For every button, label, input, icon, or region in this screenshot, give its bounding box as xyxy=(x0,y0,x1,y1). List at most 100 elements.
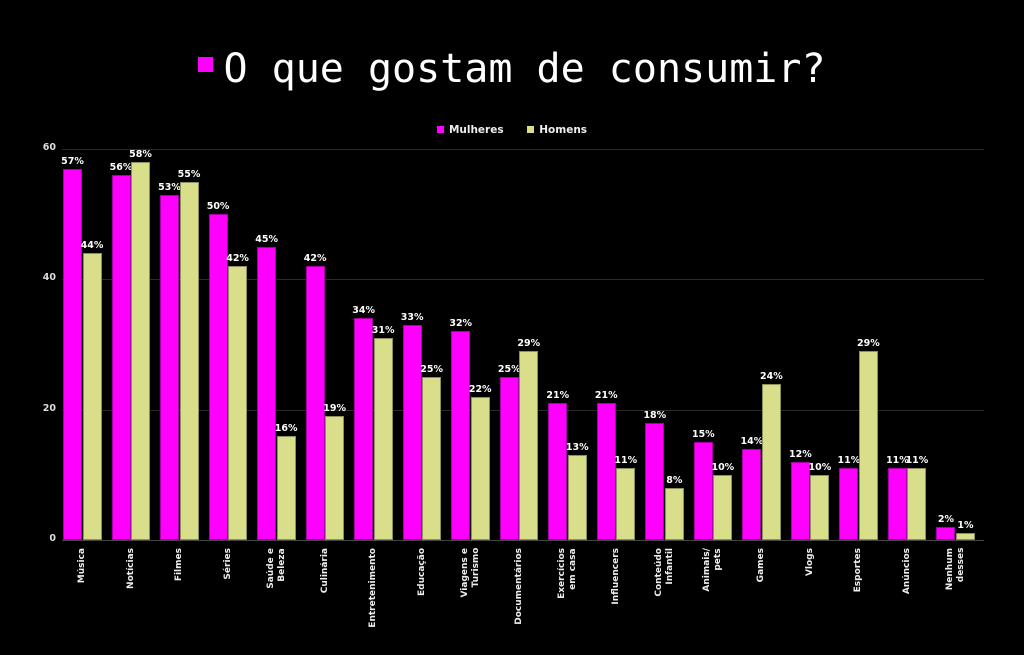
x-tick-label: Saúde e Beleza xyxy=(265,548,287,589)
x-tick-label: Animais/ pets xyxy=(702,548,724,592)
value-label: 25% xyxy=(497,364,521,376)
bar-homens xyxy=(761,383,781,540)
value-label: 13% xyxy=(565,442,589,454)
legend: Mulheres Homens xyxy=(0,124,1024,136)
bar-homens xyxy=(422,377,442,540)
value-label: 31% xyxy=(371,324,395,336)
bar-homens xyxy=(519,351,539,540)
value-label: 21% xyxy=(594,390,618,402)
bar-mulheres xyxy=(208,214,228,540)
x-tick-label: Anúncios xyxy=(901,548,912,595)
y-tick-label: 20 xyxy=(42,402,56,414)
value-label: 55% xyxy=(177,168,201,180)
value-label: 53% xyxy=(158,181,181,193)
title-square-icon xyxy=(198,57,214,72)
value-label: 44% xyxy=(80,240,104,252)
bar-homens xyxy=(955,533,975,540)
bar-mulheres xyxy=(257,246,277,540)
value-label: 15% xyxy=(691,429,715,441)
value-label: 25% xyxy=(420,364,444,376)
value-label: 11% xyxy=(837,455,861,467)
bar-mulheres xyxy=(160,194,180,540)
x-tick-label: Documentários xyxy=(513,548,524,625)
value-label: 32% xyxy=(449,318,473,330)
value-label: 50% xyxy=(206,201,230,213)
value-label: 16% xyxy=(274,422,298,434)
bar-mulheres xyxy=(596,403,616,540)
x-tick-label: Entretenimento xyxy=(368,548,379,628)
y-tick-label: 40 xyxy=(42,272,56,284)
x-tick-label: Nenhum desses xyxy=(944,548,966,591)
gridline xyxy=(62,149,984,150)
value-label: 33% xyxy=(400,311,424,323)
x-tick-label: Conteúdo Infantil xyxy=(653,548,675,597)
bar-mulheres xyxy=(887,468,907,540)
x-tick-label: Exercícios em casa xyxy=(556,548,578,599)
bar-mulheres xyxy=(936,526,956,540)
value-label: 42% xyxy=(303,253,327,265)
x-tick-label: Música xyxy=(77,548,87,584)
bar-mulheres xyxy=(111,175,131,540)
value-label: 56% xyxy=(109,162,133,174)
x-tick-label: Notícias xyxy=(125,548,136,589)
bar-homens xyxy=(131,162,151,540)
bar-homens xyxy=(276,435,296,540)
plot-area: 57% 44% 56% 58% 53% 55% 50% 42% 45% 16% 42% 19% 34% 3… xyxy=(61,149,984,541)
value-label: 19% xyxy=(323,403,346,415)
value-label: 29% xyxy=(517,338,541,350)
gridline xyxy=(62,279,984,281)
bar-mulheres xyxy=(305,266,325,540)
bar-homens xyxy=(470,396,490,540)
value-label: 11% xyxy=(886,455,909,467)
chart-title: O que gostam de consumir? xyxy=(0,46,1024,92)
bar-homens xyxy=(373,337,393,540)
bar-mulheres xyxy=(63,168,82,540)
legend-swatch-icon xyxy=(436,126,444,133)
x-tick-label: Games xyxy=(756,548,767,583)
value-label: 21% xyxy=(546,390,570,402)
value-label: 58% xyxy=(129,149,152,161)
bar-homens xyxy=(179,181,199,540)
bar-mulheres xyxy=(499,377,519,540)
bar-homens xyxy=(858,351,878,540)
legend-label: Homens xyxy=(539,124,588,136)
x-tick-label: Influencers xyxy=(610,548,621,605)
value-label: 1% xyxy=(957,520,974,532)
value-label: 29% xyxy=(857,338,880,350)
value-label: 18% xyxy=(643,409,667,421)
x-tick-label: Viagens e Turismo xyxy=(459,548,481,598)
x-tick-label: Séries xyxy=(222,548,233,580)
x-tick-label: Educação xyxy=(416,548,427,596)
bar-homens xyxy=(567,455,587,540)
bar-mulheres xyxy=(548,403,568,540)
bar-mulheres xyxy=(693,442,713,540)
gridline xyxy=(62,540,984,541)
value-label: 11% xyxy=(614,455,638,467)
value-label: 24% xyxy=(759,370,783,382)
bar-mulheres xyxy=(645,422,665,540)
bar-mulheres xyxy=(742,448,762,540)
value-label: 10% xyxy=(808,461,832,473)
bar-homens xyxy=(325,416,345,540)
y-tick-label: 60 xyxy=(42,142,56,153)
bar-mulheres xyxy=(451,331,471,540)
bar-homens xyxy=(907,468,927,540)
bar-homens xyxy=(228,266,248,540)
value-label: 10% xyxy=(711,461,735,473)
value-label: 42% xyxy=(226,253,249,265)
value-label: 22% xyxy=(468,383,492,395)
x-tick-label: Culinária xyxy=(319,548,330,594)
chart-title-text: O que gostam de consumir? xyxy=(223,46,826,92)
bar-homens xyxy=(616,468,636,540)
y-tick-label: 0 xyxy=(49,533,56,544)
value-label: 14% xyxy=(740,435,764,447)
x-tick-label: Filmes xyxy=(174,548,185,582)
legend-item-homens: Homens xyxy=(527,124,587,136)
bar-homens xyxy=(713,474,733,540)
legend-item-mulheres: Mulheres xyxy=(436,124,504,136)
bar-mulheres xyxy=(839,468,859,540)
bar-homens xyxy=(810,474,830,540)
x-tick-label: Vlogs xyxy=(804,548,815,577)
value-label: 8% xyxy=(666,474,683,486)
bar-mulheres xyxy=(790,461,810,540)
